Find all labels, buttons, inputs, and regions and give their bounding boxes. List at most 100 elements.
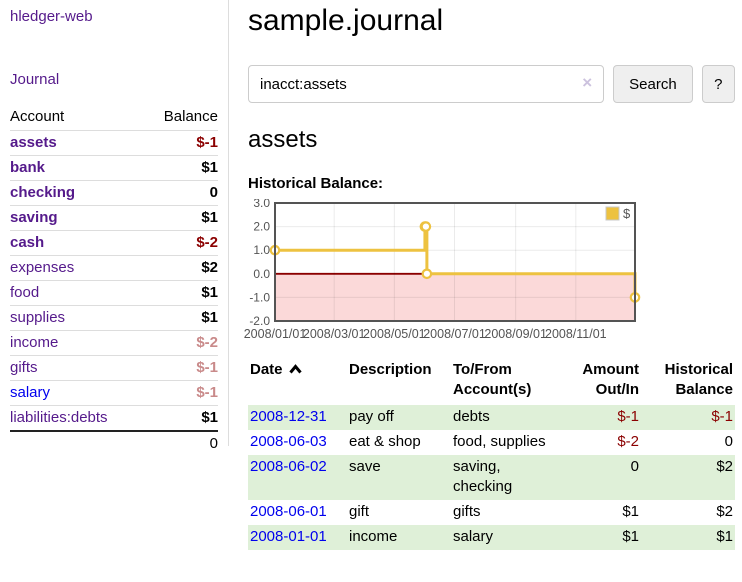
account-heading: assets xyxy=(248,126,318,153)
account-balance: $2 xyxy=(141,255,218,281)
account-link-salary[interactable]: salary xyxy=(10,384,51,401)
column-header-description: Description xyxy=(349,361,432,378)
account-link-income[interactable]: income xyxy=(10,334,59,351)
account-balance: $-1 xyxy=(141,355,218,381)
account-link-checking[interactable]: checking xyxy=(10,184,76,201)
column-header-historical: Historical Balance xyxy=(664,361,733,398)
register-row: 2008-06-01 gift gifts $1 $2 xyxy=(248,500,735,525)
transaction-description: pay off xyxy=(349,408,394,425)
accounts-total-balance: 0 xyxy=(141,430,218,456)
account-row: supplies $1 xyxy=(10,305,218,331)
account-row: gifts $-1 xyxy=(10,355,218,381)
transaction-date-link[interactable]: 2008-01-01 xyxy=(250,528,327,545)
main-content: sample.journal × Search ? assets Histori… xyxy=(230,0,742,550)
account-balance: $-2 xyxy=(141,330,218,356)
transaction-historical-balance: $2 xyxy=(716,458,733,475)
chart-negative-area xyxy=(275,273,635,321)
transaction-accounts: food, supplies xyxy=(453,433,546,450)
transaction-amount: $-2 xyxy=(617,433,639,450)
account-link-bank[interactable]: bank xyxy=(10,159,46,176)
account-row: assets $-1 xyxy=(10,130,218,156)
chart-container: $ 3.0 2.0 1.0 0.0 -1.0 -2.0 2008/01/01 2008/03… xyxy=(244,196,735,345)
transaction-historical-balance: $1 xyxy=(716,528,733,545)
svg-text:2008/01/01: 2008/01/01 xyxy=(244,327,306,341)
register-table: Date Description To/From Account(s) Amou… xyxy=(248,358,735,550)
account-balance: $1 xyxy=(141,205,218,231)
transaction-date-link[interactable]: 2008-12-31 xyxy=(250,408,327,425)
transaction-accounts: gifts xyxy=(453,503,481,520)
search-button[interactable]: Search xyxy=(613,65,693,103)
chart-border xyxy=(274,202,636,322)
transaction-accounts: debts xyxy=(453,408,490,425)
transaction-amount: $-1 xyxy=(617,408,639,425)
column-header-date-label: Date xyxy=(250,361,283,378)
accounts-table: Account Balance assets $-1 bank $1 check… xyxy=(10,105,218,456)
register-row: 2008-01-01 income salary $1 $1 xyxy=(248,525,735,550)
accounts-header-row: Account Balance xyxy=(10,105,218,131)
account-link-expenses[interactable]: expenses xyxy=(10,259,75,276)
chart-legend: $ xyxy=(605,206,631,221)
search-form: × Search ? xyxy=(248,65,735,103)
account-balance: $1 xyxy=(141,280,218,306)
accounts-header-account: Account xyxy=(10,108,65,125)
sidebar-item-journal[interactable]: Journal xyxy=(10,71,60,88)
search-input[interactable] xyxy=(248,65,605,103)
account-row: saving $1 xyxy=(10,205,218,231)
account-balance: $1 xyxy=(141,405,218,431)
account-link-saving[interactable]: saving xyxy=(10,209,58,226)
transaction-accounts: salary xyxy=(453,528,494,545)
account-row: bank $1 xyxy=(10,155,218,181)
accounts-total-row: 0 xyxy=(10,430,218,456)
transaction-date-link[interactable]: 2008-06-02 xyxy=(250,458,327,475)
account-row: cash $-2 xyxy=(10,230,218,256)
svg-text:-1.0: -1.0 xyxy=(249,290,270,304)
account-link-liabilities-debts[interactable]: liabilities:debts xyxy=(10,409,108,426)
accounts-header-balance: Balance xyxy=(163,108,218,125)
account-row: food $1 xyxy=(10,280,218,306)
sort-ascending-icon xyxy=(288,364,302,374)
transaction-historical-balance: $2 xyxy=(716,503,733,520)
svg-text:0.0: 0.0 xyxy=(253,267,270,281)
account-link-gifts[interactable]: gifts xyxy=(10,359,38,376)
register-row: 2008-06-02 save saving, checking 0 $2 xyxy=(248,455,735,500)
transaction-historical-balance: $-1 xyxy=(711,408,733,425)
help-button[interactable]: ? xyxy=(701,65,735,103)
transaction-amount: 0 xyxy=(630,458,639,475)
transaction-date-link[interactable]: 2008-06-03 xyxy=(250,433,327,450)
account-balance: $-1 xyxy=(141,130,218,156)
svg-text:2008/03/01: 2008/03/01 xyxy=(303,327,366,341)
account-balance: 0 xyxy=(141,180,218,206)
account-row: income $-2 xyxy=(10,330,218,356)
account-row: checking 0 xyxy=(10,180,218,206)
svg-text:2.0: 2.0 xyxy=(253,220,270,234)
clear-search-icon[interactable]: × xyxy=(582,73,593,92)
svg-text:3.0: 3.0 xyxy=(253,199,270,210)
account-link-food[interactable]: food xyxy=(10,284,40,301)
account-balance: $1 xyxy=(141,155,218,181)
transaction-accounts: saving, checking xyxy=(453,458,513,495)
account-link-cash[interactable]: cash xyxy=(10,234,45,251)
app-brand-link[interactable]: hledger-web xyxy=(10,8,93,25)
account-link-assets[interactable]: assets xyxy=(10,134,57,151)
sidebar: hledger-web Journal Account Balance asse… xyxy=(0,0,229,456)
legend-label: $ xyxy=(623,206,631,221)
transaction-historical-balance: 0 xyxy=(724,433,733,450)
svg-text:-2.0: -2.0 xyxy=(249,314,270,328)
svg-text:2008/07/01: 2008/07/01 xyxy=(423,327,486,341)
chart-heading: Historical Balance: xyxy=(248,175,384,192)
transaction-description: save xyxy=(349,458,381,475)
account-row: liabilities:debts $1 xyxy=(10,405,218,431)
legend-swatch xyxy=(605,206,620,221)
account-link-supplies[interactable]: supplies xyxy=(10,309,66,326)
chart-x-axis-labels: 2008/01/012008/03/012008/05/012008/07/01… xyxy=(244,327,607,341)
column-header-accounts: To/From Account(s) xyxy=(453,361,532,398)
historical-balance-chart: $ 3.0 2.0 1.0 0.0 -1.0 -2.0 2008/01/012008/03… xyxy=(244,196,641,341)
transaction-date-link[interactable]: 2008-06-01 xyxy=(250,503,327,520)
svg-text:2008/05/01: 2008/05/01 xyxy=(363,327,426,341)
svg-text:2008/11/01: 2008/11/01 xyxy=(545,327,607,341)
column-header-date[interactable]: Date xyxy=(248,358,347,405)
account-row: expenses $2 xyxy=(10,255,218,281)
register-header-row: Date Description To/From Account(s) Amou… xyxy=(248,358,735,405)
chart-y-axis-labels: 3.0 2.0 1.0 0.0 -1.0 -2.0 xyxy=(249,196,270,328)
svg-text:1.0: 1.0 xyxy=(253,243,270,257)
